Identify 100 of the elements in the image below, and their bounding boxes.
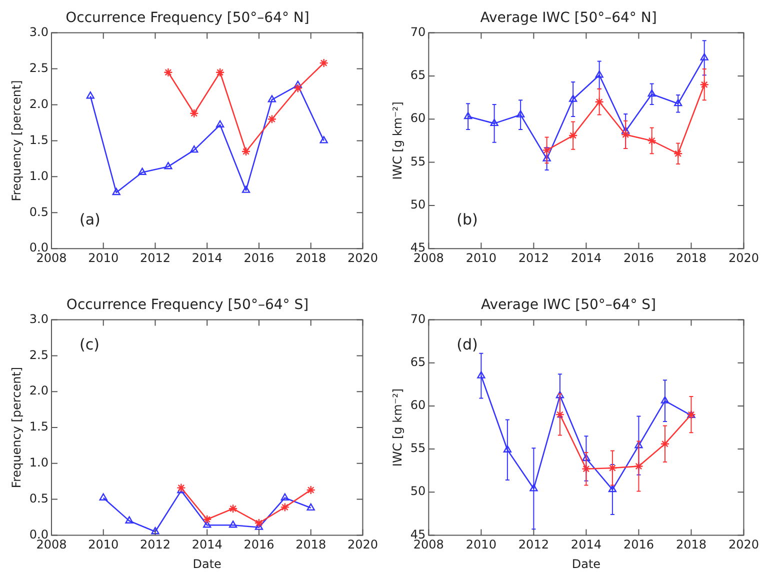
point: [228, 504, 238, 514]
point: [700, 80, 709, 90]
point: [319, 58, 328, 68]
point: [294, 80, 302, 88]
y-tick-label: 3.0: [29, 24, 48, 39]
point: [293, 84, 302, 93]
x-tick-label: 2020: [728, 250, 760, 265]
y-tick-label: 55: [410, 154, 426, 168]
x-tick-label: 2016: [244, 250, 274, 265]
point: [569, 94, 578, 102]
point: [700, 53, 708, 60]
point: [620, 130, 630, 140]
point: [320, 136, 328, 144]
point: [151, 527, 160, 534]
point: [306, 485, 316, 495]
point: [608, 463, 618, 473]
y-tick-label: 3.0: [29, 312, 48, 326]
chart-title: Occurrence Frequency [50°–64° N]: [66, 10, 310, 26]
point: [568, 130, 578, 140]
x-tick-label: 2012: [518, 538, 549, 552]
x-tick-label: 2018: [676, 250, 706, 265]
point: [490, 118, 498, 126]
x-tick-label: 2008: [36, 250, 67, 265]
x-tick-label: 2016: [623, 538, 654, 552]
y-tick-label: 2.0: [29, 384, 48, 398]
point: [86, 92, 94, 99]
annotation: (c): [79, 336, 100, 354]
point: [674, 98, 682, 106]
x-tick-label: 2016: [244, 538, 274, 552]
annotation: (d): [456, 336, 478, 354]
point: [608, 484, 617, 492]
point: [267, 114, 277, 124]
point: [595, 70, 604, 78]
y-tick-label: 70: [410, 312, 426, 326]
point: [215, 68, 225, 77]
x-tick-label: 2012: [518, 250, 549, 265]
x-tick-label: 2014: [192, 538, 222, 552]
x-tick-label: 2020: [347, 250, 378, 265]
point: [530, 484, 538, 492]
point: [660, 396, 670, 404]
y-tick-label: 70: [410, 24, 426, 39]
y-axis-title: Frequency [percent]: [9, 80, 24, 202]
y-tick-label: 1.5: [29, 132, 48, 147]
x-tick-label: 2018: [296, 250, 326, 265]
y-tick-label: 1.0: [29, 168, 48, 183]
point: [138, 168, 146, 175]
point: [280, 502, 290, 512]
y-tick-label: 50: [410, 198, 426, 212]
y-tick-label: 1.0: [29, 456, 48, 470]
point: [228, 520, 238, 528]
point: [634, 440, 643, 448]
y-tick-label: 2.5: [29, 348, 48, 362]
point: [216, 120, 224, 128]
point: [594, 97, 604, 106]
y-tick-label: 60: [410, 111, 426, 126]
point: [542, 146, 552, 155]
x-tick-label: 2012: [140, 538, 171, 552]
y-axis-title: IWC [g km⁻²]: [390, 388, 404, 467]
x-tick-label: 2008: [36, 538, 67, 552]
x-tick-label: 2014: [570, 538, 602, 552]
x-tick-label: 2016: [623, 250, 654, 265]
point: [647, 136, 656, 146]
x-tick-label: 2014: [192, 250, 222, 265]
point: [634, 462, 644, 471]
point: [477, 371, 486, 378]
x-tick-label: 2010: [466, 538, 496, 552]
point: [164, 68, 173, 77]
x-tick-label: 2012: [140, 250, 171, 265]
point: [254, 518, 264, 528]
x-tick-label: 2008: [413, 250, 444, 265]
point: [306, 503, 315, 511]
x-tick-label: 2020: [347, 538, 378, 552]
y-tick-label: 55: [410, 441, 426, 456]
point: [648, 89, 656, 97]
point: [503, 445, 512, 452]
chart-title: Average IWC [50°–64° S]: [480, 297, 656, 314]
point: [242, 186, 250, 193]
point: [202, 514, 212, 524]
point: [190, 145, 198, 153]
point: [622, 126, 630, 134]
annotation: (b): [456, 210, 478, 228]
y-tick-label: 65: [410, 355, 426, 370]
annotation: (a): [79, 210, 100, 228]
x-tick-label: 2010: [466, 250, 496, 265]
x-axis-title: Date: [192, 556, 222, 571]
point: [190, 108, 199, 118]
chart-title: Average IWC [50°–64° N]: [480, 10, 657, 26]
point: [112, 188, 120, 196]
point: [673, 149, 683, 158]
point: [99, 493, 108, 500]
point: [660, 439, 670, 448]
point: [268, 95, 276, 102]
x-tick-label: 2018: [676, 538, 706, 552]
y-tick-label: 0.5: [29, 491, 48, 506]
point: [125, 516, 134, 524]
y-tick-label: 50: [410, 484, 426, 498]
y-axis-title: Frequency [percent]: [9, 366, 24, 488]
y-tick-label: 2.0: [29, 96, 48, 111]
x-tick-label: 2020: [728, 538, 760, 552]
x-tick-label: 2010: [88, 250, 119, 265]
